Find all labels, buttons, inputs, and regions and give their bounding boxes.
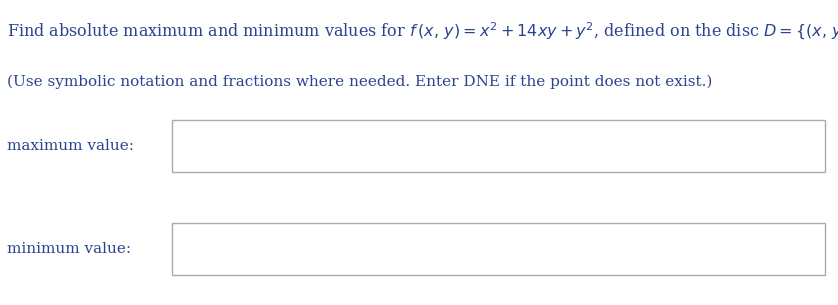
Text: (Use symbolic notation and fractions where needed. Enter DNE if the point does n: (Use symbolic notation and fractions whe… <box>7 75 712 89</box>
Text: maximum value:: maximum value: <box>7 139 134 153</box>
FancyBboxPatch shape <box>172 120 825 172</box>
Text: Find absolute maximum and minimum values for $f\,(x,\,y) = x^2 + 14xy + y^2$, de: Find absolute maximum and minimum values… <box>7 20 838 42</box>
FancyBboxPatch shape <box>172 223 825 274</box>
Text: minimum value:: minimum value: <box>7 242 131 256</box>
